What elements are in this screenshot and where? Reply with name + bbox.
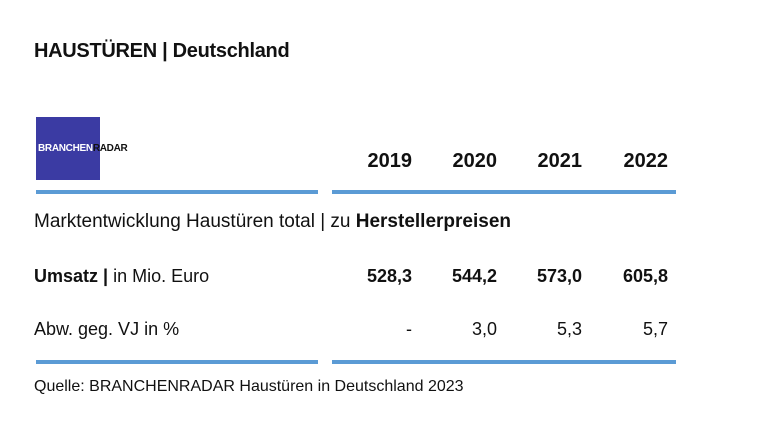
divider — [332, 190, 676, 194]
row-label-text: in Mio. Euro — [113, 266, 210, 286]
year-header: 2022 — [623, 150, 669, 172]
divider — [332, 360, 676, 364]
cell: 544,2 — [451, 266, 497, 286]
year-header: 2020 — [452, 150, 498, 172]
divider — [36, 190, 318, 194]
subtitle-bold: Herstellerpreisen — [355, 211, 511, 232]
cell: 605,8 — [622, 266, 668, 286]
year-header: 2019 — [367, 150, 413, 172]
title: HAUSTÜREN | Deutschland — [34, 40, 290, 62]
row-label: Abw. geg. VJ in % — [34, 319, 179, 340]
cell: 573,0 — [536, 266, 582, 286]
logo-text: BRANCHENRADAR — [38, 143, 128, 154]
cell: 3,0 — [471, 319, 497, 339]
cell: - — [406, 319, 412, 339]
cell: 528,3 — [366, 266, 412, 286]
row-label-text: Abw. geg. VJ in % — [34, 319, 180, 339]
cell: 5,3 — [556, 319, 582, 339]
row-label: Umsatz | in Mio. Euro — [34, 266, 209, 287]
logo-part: BRANCHEN — [38, 143, 93, 154]
source: Quelle: BRANCHENRADAR Haustüren in Deuts… — [34, 378, 464, 395]
row-label-bold: Umsatz | — [34, 266, 109, 286]
subtitle-text: Marktentwicklung Haustüren total | zu — [34, 211, 351, 232]
year-header: 2021 — [537, 150, 583, 172]
divider — [36, 360, 318, 364]
cell: 5,7 — [642, 319, 668, 339]
logo: BRANCHENRADAR — [36, 117, 128, 180]
logo-part: RADAR — [92, 143, 128, 154]
subtitle: Marktentwicklung Haustüren total | zu He… — [34, 211, 511, 233]
